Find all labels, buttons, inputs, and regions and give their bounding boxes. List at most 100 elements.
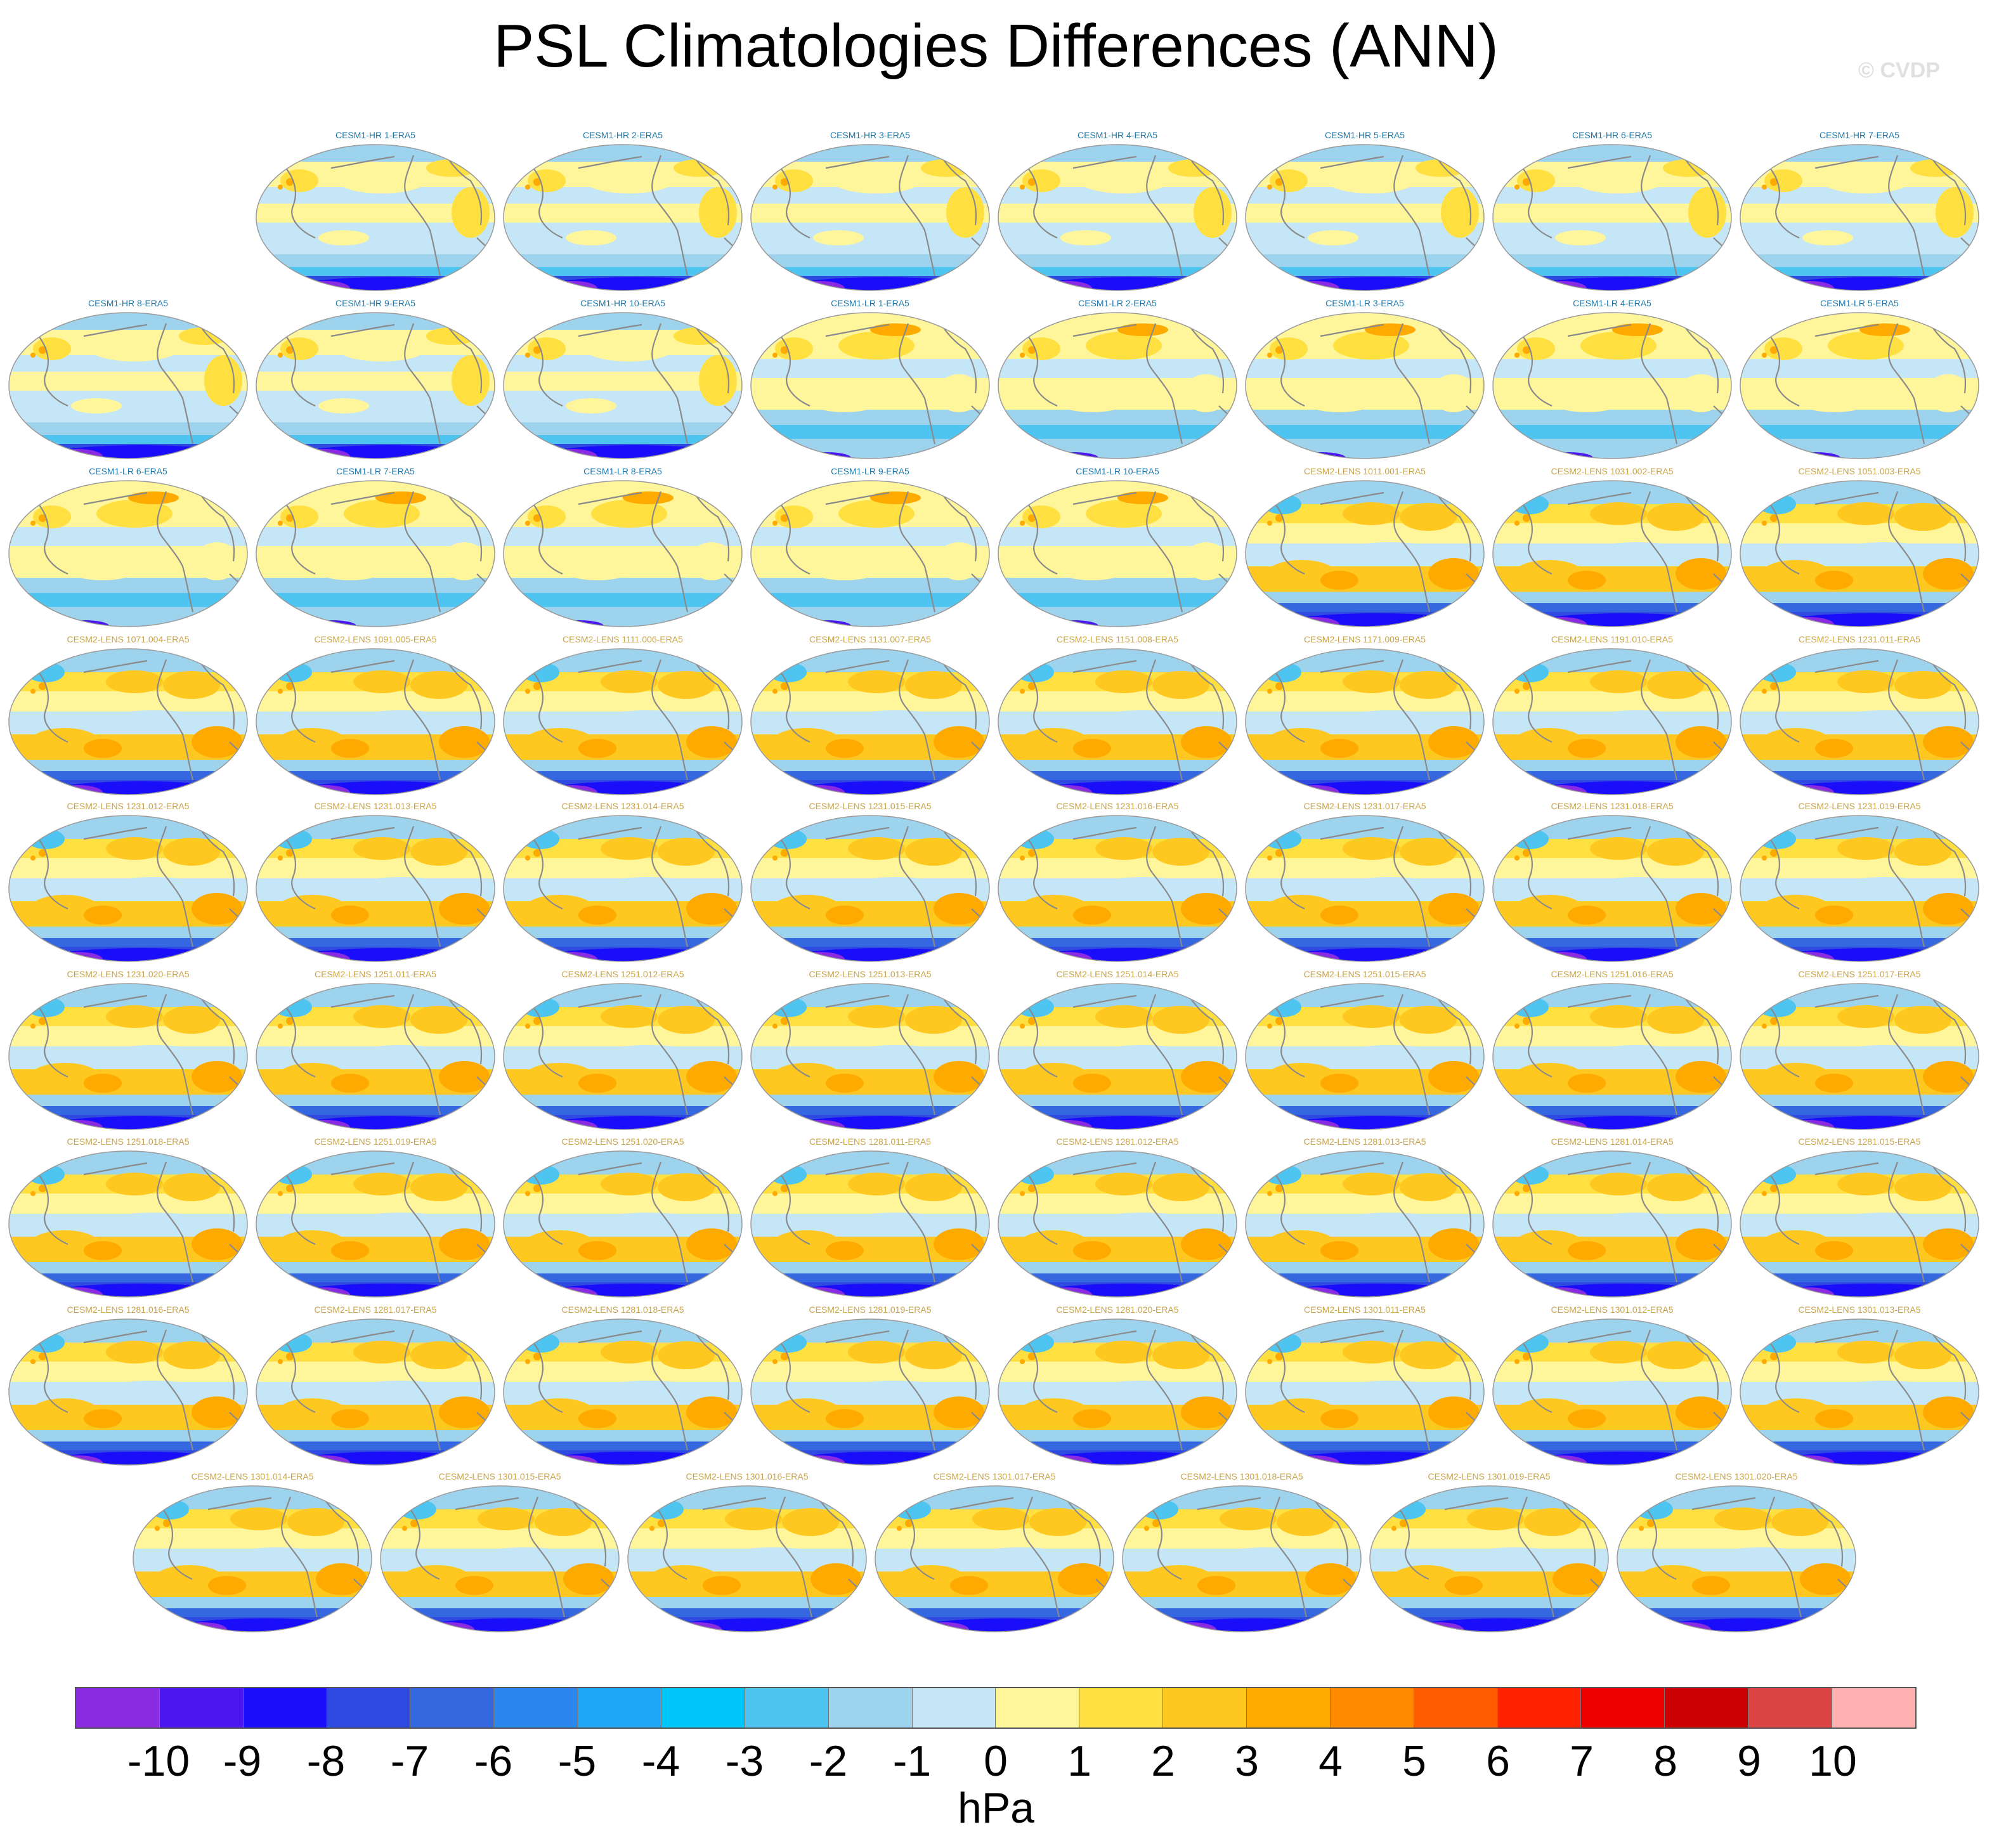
panel-title: CESM2-LENS 1131.007-ERA5: [809, 634, 931, 644]
map-plot: [1245, 815, 1485, 962]
colorbar-units: hPa: [958, 1784, 1034, 1832]
colorbar-swatch: [1414, 1688, 1498, 1728]
map-panel: CESM2-LENS 1251.016-ERA5: [1492, 969, 1733, 1133]
panel-title: CESM1-HR 3-ERA5: [830, 130, 911, 140]
colorbar-tick-labels: -10 -9 -8 -7 -6 -5 -4 -3 -2 -1 0 1 2 3 4 5 6 7 8 9 10: [0, 1736, 1992, 1793]
panel-title: CESM2-LENS 1251.017-ERA5: [1798, 969, 1921, 979]
panel-title: CESM1-HR 1-ERA5: [335, 130, 416, 140]
colorbar-swatch: [912, 1688, 996, 1728]
colorbar-tick-label: -9: [223, 1737, 262, 1785]
map-panel: CESM2-LENS 1231.013-ERA5: [255, 801, 496, 965]
map-panel-grid: CESM1-HR 1-ERA5 CESM1-HR 2-ERA5 CESM1-HR 3…: [8, 130, 1980, 1635]
panel-title: CESM2-LENS 1251.013-ERA5: [809, 969, 932, 979]
panel-title: CESM2-LENS 1231.019-ERA5: [1798, 801, 1921, 811]
map-plot: [750, 312, 990, 459]
map-plot: [1740, 480, 1979, 627]
colorbar-tick-label: -1: [892, 1737, 932, 1785]
colorbar-swatch: [1581, 1688, 1665, 1728]
map-plot: [503, 144, 743, 291]
panel-title: CESM1-LR 3-ERA5: [1325, 298, 1404, 308]
map-panel: CESM1-LR 3-ERA5: [1244, 298, 1485, 462]
map-plot: [1245, 1150, 1485, 1298]
colorbar-tick-label: 10: [1809, 1737, 1857, 1785]
colorbar-swatch: [1665, 1688, 1749, 1728]
map-panel: CESM1-HR 4-ERA5: [997, 130, 1238, 294]
map-plot: [875, 1485, 1114, 1632]
map-panel: CESM2-LENS 1301.014-ERA5: [132, 1471, 373, 1635]
panel-title: CESM1-LR 5-ERA5: [1820, 298, 1899, 308]
panel-title: CESM2-LENS 1231.014-ERA5: [561, 801, 684, 811]
panel-title: CESM2-LENS 1281.017-ERA5: [314, 1305, 437, 1315]
panel-title: CESM2-LENS 1011.001-ERA5: [1304, 466, 1426, 476]
map-plot: [503, 648, 743, 795]
map-plot: [256, 815, 495, 962]
panel-title: CESM2-LENS 1251.012-ERA5: [561, 969, 684, 979]
panel-title: CESM1-LR 1-ERA5: [831, 298, 909, 308]
panel-title: CESM2-LENS 1251.016-ERA5: [1551, 969, 1674, 979]
colorbar-tick-label: 0: [984, 1737, 1008, 1785]
map-panel: CESM2-LENS 1231.014-ERA5: [502, 801, 743, 965]
colorbar-tick-label: 9: [1737, 1737, 1761, 1785]
panel-title: CESM2-LENS 1171.009-ERA5: [1304, 634, 1426, 644]
colorbar-tick-label: 8: [1653, 1737, 1677, 1785]
colorbar-swatch: [578, 1688, 662, 1728]
colorbar-tick-label: -6: [474, 1737, 513, 1785]
panel-title: CESM2-LENS 1301.015-ERA5: [438, 1471, 561, 1481]
map-plot: [1492, 1318, 1732, 1466]
map-panel: CESM1-HR 10-ERA5: [502, 298, 743, 462]
map-plot: [1740, 648, 1979, 795]
map-plot: [1245, 144, 1485, 291]
map-panel: CESM1-HR 6-ERA5: [1492, 130, 1733, 294]
panel-title: CESM2-LENS 1301.017-ERA5: [933, 1471, 1056, 1481]
colorbar-tick-label: -10: [127, 1737, 190, 1785]
map-panel: CESM1-LR 2-ERA5: [997, 298, 1238, 462]
map-plot: [1492, 480, 1732, 627]
map-plot: [503, 1318, 743, 1466]
colorbar-swatch: [494, 1688, 578, 1728]
colorbar-swatch: [327, 1688, 411, 1728]
colorbar-swatch: [828, 1688, 913, 1728]
panel-title: CESM2-LENS 1301.018-ERA5: [1180, 1471, 1303, 1481]
map-panel: CESM2-LENS 1301.012-ERA5: [1492, 1305, 1733, 1468]
map-panel: CESM2-LENS 1131.007-ERA5: [750, 634, 991, 798]
colorbar-swatch: [1832, 1688, 1915, 1728]
map-panel: CESM2-LENS 1111.006-ERA5: [502, 634, 743, 798]
map-plot: [998, 312, 1237, 459]
map-panel: CESM2-LENS 1151.008-ERA5: [997, 634, 1238, 798]
panel-title: CESM2-LENS 1231.017-ERA5: [1303, 801, 1426, 811]
panel-title: CESM1-LR 4-ERA5: [1573, 298, 1651, 308]
map-panel: CESM2-LENS 1301.020-ERA5: [1616, 1471, 1857, 1635]
map-plot: [256, 480, 495, 627]
map-panel: CESM2-LENS 1301.013-ERA5: [1739, 1305, 1980, 1468]
map-panel: CESM2-LENS 1301.015-ERA5: [379, 1471, 620, 1635]
map-panel: CESM2-LENS 1281.018-ERA5: [502, 1305, 743, 1468]
panel-title: CESM2-LENS 1281.011-ERA5: [809, 1136, 931, 1147]
map-plot: [1492, 144, 1732, 291]
colorbar-tick-label: 7: [1570, 1737, 1594, 1785]
colorbar-swatch: [996, 1688, 1080, 1728]
colorbar-swatch: [1247, 1688, 1331, 1728]
map-plot: [1245, 983, 1485, 1130]
map-plot: [998, 1150, 1237, 1298]
colorbar-tick-label: 2: [1151, 1737, 1175, 1785]
panel-title: CESM2-LENS 1281.018-ERA5: [561, 1305, 684, 1315]
map-panel: CESM2-LENS 1251.012-ERA5: [502, 969, 743, 1133]
panel-title: CESM2-LENS 1031.002-ERA5: [1551, 466, 1674, 476]
map-plot: [998, 815, 1237, 962]
map-plot: [8, 815, 248, 962]
panel-title: CESM1-LR 7-ERA5: [336, 466, 415, 476]
colorbar-swatch: [661, 1688, 745, 1728]
map-plot: [1369, 1485, 1609, 1632]
colorbar-swatch: [1163, 1688, 1247, 1728]
panel-title: CESM2-LENS 1281.020-ERA5: [1056, 1305, 1179, 1315]
map-plot: [998, 480, 1237, 627]
map-plot: [503, 1150, 743, 1298]
map-plot: [1740, 815, 1979, 962]
panel-title: CESM2-LENS 1301.019-ERA5: [1428, 1471, 1551, 1481]
map-panel: CESM1-HR 8-ERA5: [8, 298, 249, 462]
map-plot: [750, 144, 990, 291]
map-plot: [750, 983, 990, 1130]
panel-title: CESM2-LENS 1251.015-ERA5: [1303, 969, 1426, 979]
map-panel: CESM2-LENS 1251.017-ERA5: [1739, 969, 1980, 1133]
colorbar-tick-label: 3: [1235, 1737, 1259, 1785]
